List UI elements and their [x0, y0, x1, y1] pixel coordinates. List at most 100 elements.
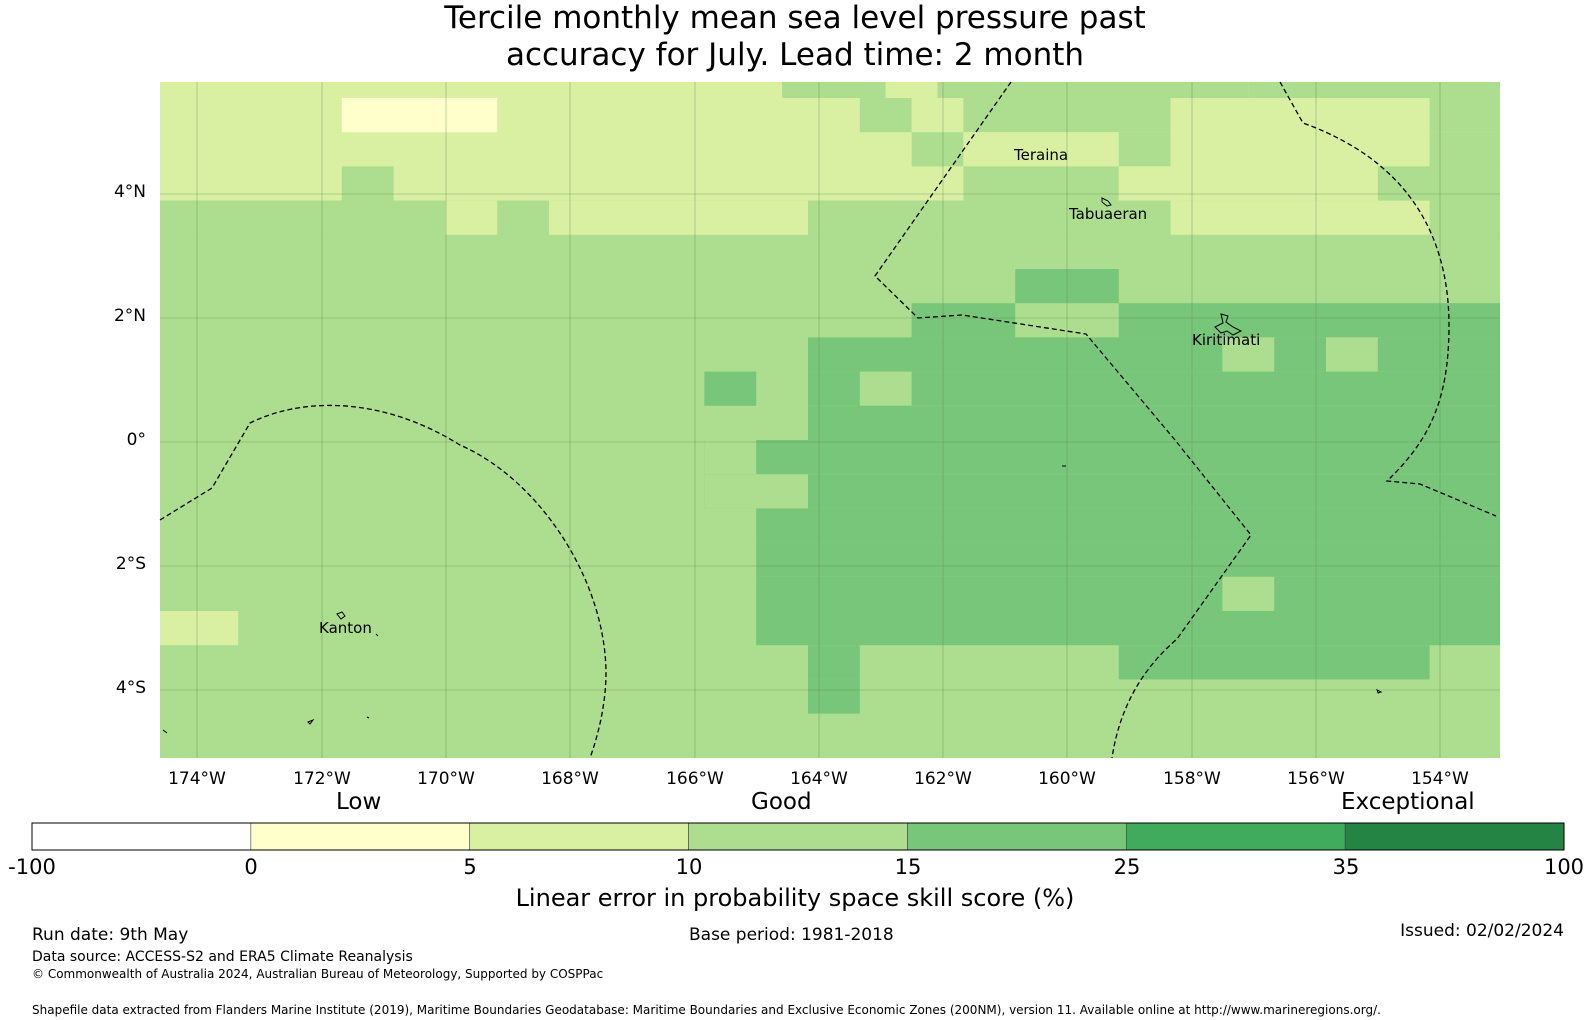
skill-cell [963, 166, 1119, 201]
skill-cell [445, 200, 498, 235]
lon-label-158w: 158°W [1163, 769, 1221, 789]
skill-cell [859, 371, 912, 406]
lon-label-166w: 166°W [666, 769, 724, 789]
lat-label-4s: 4°S [115, 678, 146, 698]
lat-label-2s: 2°S [115, 554, 146, 574]
skill-cell [808, 371, 1500, 406]
category-exceptional: Exceptional [1341, 789, 1475, 815]
skill-cell [1274, 132, 1430, 167]
skill-cell [1326, 337, 1378, 372]
colorbar-tick-35: 35 [1332, 855, 1360, 879]
island-outlines [162, 197, 1383, 734]
lat-label-4n: 4°N [113, 182, 146, 202]
place-label-teraina: Teraina [1014, 146, 1069, 164]
eez-boundary-line-islands [874, 81, 1252, 759]
island-kanton-shape [336, 611, 346, 620]
colorbar-swatch [1344, 822, 1565, 851]
skill-cell [341, 166, 394, 201]
data-source: Data source: ACCESS-S2 and ERA5 Climate … [32, 949, 413, 965]
skill-cell [782, 82, 886, 98]
skill-cell [756, 576, 1500, 611]
lon-label-168w: 168°W [541, 769, 599, 789]
skill-cell [1170, 132, 1275, 167]
skill-cell [808, 645, 860, 680]
skill-cell [963, 132, 1119, 167]
skill-cell [859, 98, 912, 133]
skill-cell [704, 440, 1500, 475]
place-label-tabuaeran: Tabuaeran [1069, 205, 1148, 223]
island-small-2 [307, 718, 315, 725]
skill-cell [1248, 82, 1500, 98]
category-good: Good [751, 789, 812, 815]
skill-cell [1429, 132, 1500, 167]
category-low: Low [336, 789, 382, 815]
title-line-1: Tercile monthly mean sea level pressure … [444, 0, 1146, 36]
lon-label-164w: 164°W [790, 769, 848, 789]
run-date: Run date: 9th May [32, 925, 189, 945]
skill-cell [756, 611, 1500, 646]
lon-label-170w: 170°W [417, 769, 475, 789]
skill-cell [1118, 166, 1378, 201]
eez-boundary-east [1279, 81, 1497, 517]
skill-cell [1326, 303, 1500, 338]
colorbar-tick-15: 15 [894, 855, 922, 879]
colorbar-swatch [1125, 822, 1346, 851]
graticule [160, 82, 1500, 758]
skill-cell [160, 611, 239, 646]
colorbar [31, 822, 1565, 851]
skill-cell [911, 132, 964, 167]
lon-label-156w: 156°W [1287, 769, 1345, 789]
skill-cell [1170, 200, 1430, 235]
skill-cell [808, 679, 860, 714]
skill-cell [808, 337, 1500, 372]
colorbar-frame [31, 822, 1565, 851]
lon-label-162w: 162°W [914, 769, 972, 789]
skill-cell [1170, 98, 1275, 133]
colorbar-swatch [31, 822, 252, 851]
eez-boundaries [159, 81, 1497, 759]
lon-label-160w: 160°W [1038, 769, 1096, 789]
island-small-1 [375, 633, 379, 637]
skill-cell [1377, 166, 1500, 201]
island-small-5 [1376, 689, 1383, 694]
colorbar-tick-25: 25 [1113, 855, 1141, 879]
skill-cell [937, 82, 1249, 98]
skill-cell [808, 405, 1500, 440]
lat-label-2n: 2°N [113, 306, 146, 326]
title-line-2: accuracy for July. Lead time: 2 month [505, 37, 1085, 73]
colorbar-tick-m100: -100 [8, 855, 56, 879]
skill-cell [704, 440, 757, 475]
island-small-4 [162, 729, 168, 734]
copyright: © Commonwealth of Australia 2024, Austra… [32, 967, 604, 981]
skill-cell [1222, 576, 1275, 611]
colorbar-swatch [250, 822, 471, 851]
skill-cell [704, 474, 808, 509]
eez-boundary-kanton [159, 404, 607, 759]
island-small-3 [366, 716, 370, 719]
skill-cell [756, 508, 1500, 543]
skill-cell [1429, 98, 1500, 133]
colorbar-swatch [907, 822, 1127, 851]
lon-label-154w: 154°W [1411, 769, 1469, 789]
colorbar-swatch [469, 822, 689, 851]
lat-label-0: 0° [126, 430, 146, 450]
lon-label-174w: 174°W [168, 769, 226, 789]
colorbar-label: Linear error in probability space skill … [515, 884, 1075, 912]
place-label-kiritimati: Kiritimati [1192, 331, 1261, 349]
skill-cell [1118, 645, 1430, 680]
skill-cell [911, 98, 964, 133]
colorbar-tick-100: 100 [1543, 855, 1585, 879]
shapefile-credit: Shapefile data extracted from Flanders M… [32, 1003, 1381, 1017]
base-period: Base period: 1981-2018 [689, 925, 894, 945]
chart-title: Tercile monthly mean sea level pressure … [0, 0, 1590, 74]
skill-cell [1118, 132, 1171, 167]
skill-cell [1222, 337, 1275, 372]
lon-label-172w: 172°W [293, 769, 351, 789]
skill-cell [704, 474, 1500, 509]
island-kiritimati-shape [1214, 313, 1243, 336]
colorbar-swatch [688, 822, 908, 851]
skill-cell [549, 200, 808, 235]
skill-cell [341, 98, 498, 133]
colorbar-tick-5: 5 [463, 855, 477, 879]
